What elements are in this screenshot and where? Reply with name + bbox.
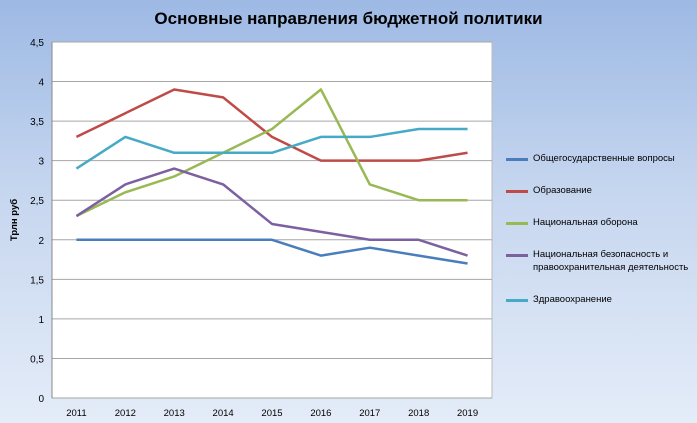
legend-swatch — [506, 254, 528, 257]
x-tick-label: 2014 — [213, 408, 234, 419]
y-tick-label: 1 — [38, 315, 44, 326]
y-tick-label: 4 — [38, 78, 44, 89]
y-tick-label: 0 — [38, 394, 44, 405]
y-tick-label: 4,5 — [30, 38, 44, 49]
x-tick-label: 2013 — [164, 408, 185, 419]
x-tick-label: 2015 — [261, 408, 282, 419]
y-tick-label: 3,5 — [30, 117, 44, 128]
y-tick-label: 0,5 — [30, 354, 44, 365]
y-tick-label: 3 — [38, 157, 44, 168]
x-tick-label: 2011 — [66, 408, 86, 419]
legend-swatch — [506, 158, 528, 161]
legend-swatch — [506, 299, 528, 302]
legend-swatch — [506, 222, 528, 225]
legend-item: Образование — [506, 184, 697, 197]
legend-label: Национальная безопасность и правоохранит… — [533, 249, 689, 273]
y-axis-label: Трлн руб — [9, 199, 20, 241]
legend-label: Общегосударственные вопросы — [533, 153, 675, 164]
y-tick-label: 2,5 — [30, 196, 44, 207]
chart-title: Основные направления бюджетной политики — [154, 9, 543, 28]
legend-swatch — [506, 190, 528, 193]
x-tick-label: 2018 — [408, 408, 429, 419]
y-tick-label: 2 — [38, 236, 44, 247]
legend-label: Национальная оборона — [533, 217, 638, 228]
x-tick-label: 2016 — [310, 408, 331, 419]
legend-item: Общегосударственные вопросы — [506, 152, 697, 165]
legend-item: Национальная оборона — [506, 216, 697, 229]
x-tick-label: 2012 — [115, 408, 136, 419]
plot-background — [51, 41, 493, 399]
legend-label: Здравоохранение — [533, 294, 612, 305]
legend-item: Национальная безопасность и правоохранит… — [506, 248, 697, 274]
x-tick-label: 2019 — [457, 408, 478, 419]
legend-item: Здравоохранение — [506, 293, 697, 306]
x-tick-label: 2017 — [359, 408, 380, 419]
legend-label: Образование — [533, 185, 592, 196]
y-tick-label: 1,5 — [30, 275, 44, 286]
